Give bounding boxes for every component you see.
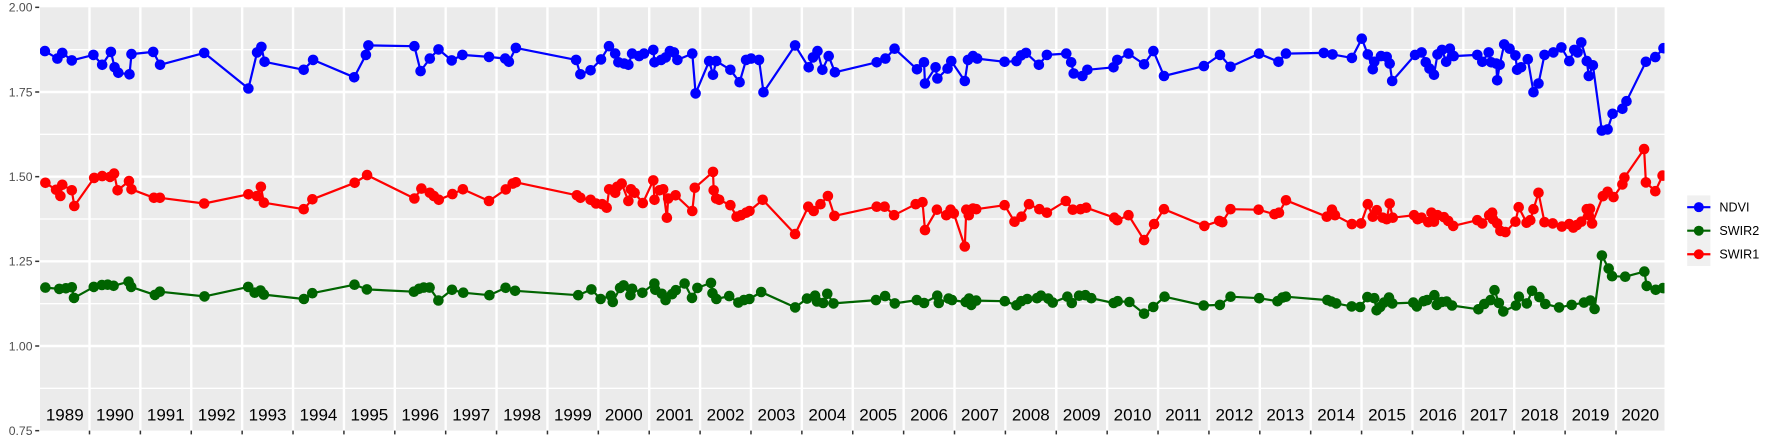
svg-text:1993: 1993	[249, 405, 287, 424]
svg-text:2006: 2006	[910, 405, 948, 424]
svg-text:2007: 2007	[961, 405, 999, 424]
svg-text:1989: 1989	[46, 405, 84, 424]
svg-text:2011: 2011	[1165, 405, 1202, 424]
svg-text:2001: 2001	[656, 405, 694, 424]
svg-text:2002: 2002	[707, 405, 745, 424]
svg-text:1.75: 1.75	[9, 85, 33, 99]
svg-text:1.50: 1.50	[9, 170, 33, 184]
svg-text:0.75: 0.75	[9, 424, 33, 438]
svg-text:2014: 2014	[1317, 405, 1355, 424]
svg-text:2020: 2020	[1621, 405, 1659, 424]
svg-text:2019: 2019	[1572, 405, 1610, 424]
svg-text:NDVI: NDVI	[1719, 201, 1749, 215]
svg-text:2003: 2003	[758, 405, 796, 424]
svg-text:1991: 1991	[147, 405, 185, 424]
svg-text:2005: 2005	[859, 405, 897, 424]
svg-text:1996: 1996	[401, 405, 439, 424]
svg-text:1992: 1992	[198, 405, 236, 424]
svg-text:SWIR1: SWIR1	[1719, 248, 1759, 262]
svg-text:1997: 1997	[452, 405, 490, 424]
svg-text:2013: 2013	[1266, 405, 1304, 424]
svg-text:2016: 2016	[1419, 405, 1457, 424]
svg-text:2010: 2010	[1114, 405, 1152, 424]
svg-text:2.00: 2.00	[9, 1, 33, 15]
svg-text:2017: 2017	[1470, 405, 1508, 424]
svg-text:1999: 1999	[554, 405, 592, 424]
svg-text:1995: 1995	[350, 405, 388, 424]
svg-text:2000: 2000	[605, 405, 643, 424]
svg-text:1.25: 1.25	[9, 255, 33, 269]
svg-text:1998: 1998	[503, 405, 541, 424]
svg-text:SWIR2: SWIR2	[1719, 224, 1759, 238]
svg-text:2004: 2004	[808, 405, 846, 424]
svg-text:2018: 2018	[1521, 405, 1559, 424]
svg-text:1990: 1990	[96, 405, 134, 424]
svg-text:2012: 2012	[1215, 405, 1253, 424]
svg-text:1.00: 1.00	[9, 339, 33, 353]
svg-text:2015: 2015	[1368, 405, 1406, 424]
svg-text:1994: 1994	[300, 405, 338, 424]
svg-text:2009: 2009	[1063, 405, 1101, 424]
svg-text:2008: 2008	[1012, 405, 1050, 424]
